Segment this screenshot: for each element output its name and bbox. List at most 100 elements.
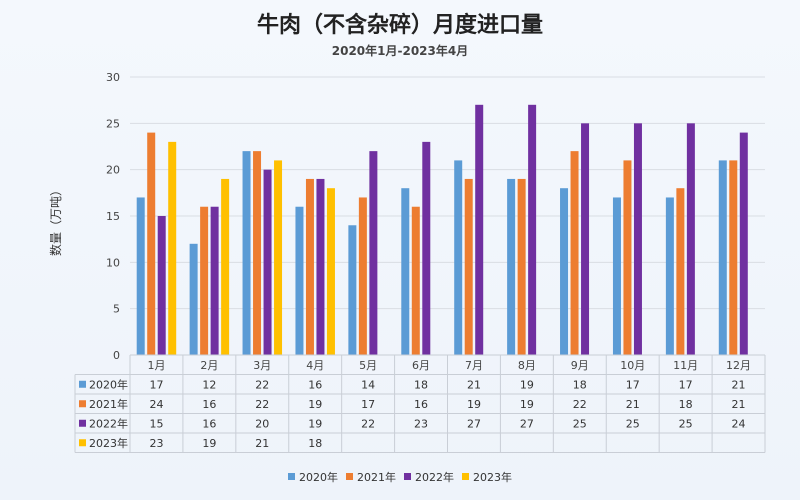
bars <box>136 104 748 355</box>
x-tick-label: 5月 <box>359 359 377 372</box>
table-cell: 18 <box>308 437 322 450</box>
data-table: 1月 2月 3月 4月 5月 6月 7月 8月 9月 10月 11月 12月 2020年 17 12 22 16… <box>74 354 766 453</box>
bar <box>253 151 262 355</box>
table-cell: 21 <box>626 398 640 411</box>
x-tick-label: 2月 <box>200 359 218 372</box>
bar <box>676 188 685 355</box>
table-series-name: 2020年 <box>89 378 128 392</box>
table-cell: 17 <box>626 379 640 392</box>
table-series-swatch <box>79 419 86 427</box>
bar <box>411 206 420 355</box>
table-cell: 15 <box>149 418 163 431</box>
bar <box>274 160 283 355</box>
x-tick-label: 1月 <box>147 359 165 372</box>
x-tick-label: 3月 <box>253 359 271 372</box>
bar <box>348 225 357 355</box>
chart-title: 牛肉（不含杂碎）月度进口量 <box>257 12 543 38</box>
table-cell: 19 <box>467 398 481 411</box>
table-cell: 17 <box>679 379 693 392</box>
table-cell: 23 <box>414 418 428 431</box>
table-cell: 18 <box>679 398 693 411</box>
table-cell: 19 <box>520 379 534 392</box>
table-cell: 17 <box>149 379 163 392</box>
table-cell: 17 <box>361 398 375 411</box>
bar <box>316 178 325 355</box>
bar <box>581 123 590 355</box>
bar <box>623 160 632 355</box>
bar <box>242 151 251 355</box>
bar <box>464 178 473 355</box>
table-cell: 16 <box>202 418 216 431</box>
table-cell: 21 <box>732 379 746 392</box>
table-cell: 19 <box>308 418 322 431</box>
table-cell: 24 <box>149 398 163 411</box>
x-tick-label: 10月 <box>620 359 645 372</box>
table-cell: 16 <box>414 398 428 411</box>
bar <box>739 132 748 355</box>
chart-subtitle: 2020年1月-2023年4月 <box>332 43 468 58</box>
bar <box>422 141 431 355</box>
x-tick-label: 8月 <box>518 359 536 372</box>
table-series-name: 2023年 <box>89 436 128 450</box>
x-tick-label: 9月 <box>571 359 589 372</box>
table-cell: 27 <box>520 418 534 431</box>
bar <box>157 216 166 355</box>
table-cell: 18 <box>573 379 587 392</box>
table-cell: 22 <box>573 398 587 411</box>
y-tick-label: 25 <box>106 117 120 130</box>
bar <box>189 243 198 355</box>
table-cell: 19 <box>202 437 216 450</box>
y-tick-label: 15 <box>106 210 120 223</box>
table-cell: 19 <box>520 398 534 411</box>
grid <box>130 76 765 356</box>
table-cell: 22 <box>361 418 375 431</box>
bar <box>168 141 177 355</box>
table-series-name: 2021年 <box>89 397 128 411</box>
bar <box>665 197 674 355</box>
x-tick-label: 11月 <box>673 359 698 372</box>
table-cell: 25 <box>679 418 693 431</box>
bar <box>560 188 569 355</box>
table-cell: 20 <box>255 418 269 431</box>
bar <box>612 197 621 355</box>
legend-swatch <box>462 473 469 480</box>
legend-label: 2022年 <box>415 470 454 484</box>
table-cell: 16 <box>308 379 322 392</box>
x-tick-label: 12月 <box>726 359 751 372</box>
bar <box>401 188 410 355</box>
y-tick-label: 0 <box>113 349 120 362</box>
table-cell: 14 <box>361 379 375 392</box>
bar <box>210 206 219 355</box>
bar <box>507 178 516 355</box>
legend-swatch <box>288 473 295 480</box>
bar <box>528 104 537 355</box>
bar <box>570 151 579 355</box>
y-tick-label: 30 <box>106 71 120 84</box>
x-tick-label: 4月 <box>306 359 324 372</box>
bar <box>718 160 727 355</box>
bar <box>200 206 209 355</box>
table-cell: 12 <box>202 379 216 392</box>
table-series-swatch <box>79 400 86 408</box>
bar <box>136 197 145 355</box>
bar <box>369 151 378 355</box>
table-cell: 22 <box>255 398 269 411</box>
bar <box>263 169 272 355</box>
y-axis-label: 数量（万吨） <box>48 184 63 256</box>
bar <box>517 178 526 355</box>
bar <box>221 178 230 355</box>
legend-swatch <box>346 473 353 480</box>
bar <box>147 132 156 355</box>
bar <box>305 178 314 355</box>
bar <box>729 160 738 355</box>
bar <box>358 197 367 355</box>
table-series-swatch <box>79 380 86 388</box>
legend-label: 2023年 <box>473 470 512 484</box>
table-cell: 25 <box>573 418 587 431</box>
table-series-name: 2022年 <box>89 417 128 431</box>
legend-label: 2020年 <box>299 470 338 484</box>
x-tick-label: 7月 <box>465 359 483 372</box>
table-cell: 21 <box>732 398 746 411</box>
